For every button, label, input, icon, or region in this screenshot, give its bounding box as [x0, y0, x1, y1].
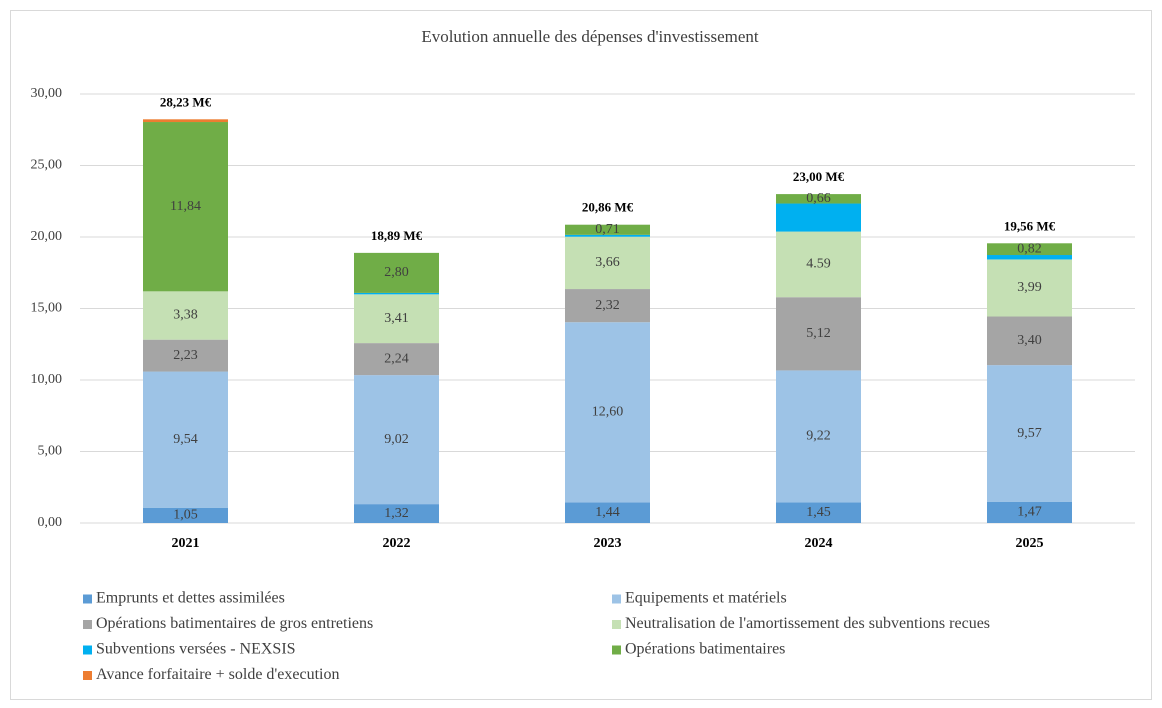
x-tick-label: 2023 [594, 536, 622, 551]
legend-swatch [612, 594, 621, 604]
bar-segment [565, 224, 650, 235]
legend-swatch [612, 645, 621, 655]
bar-segment [354, 252, 439, 293]
value-label: 4.59 [806, 257, 831, 272]
value-label: 0,82 [1017, 241, 1042, 256]
value-label: 3,38 [173, 308, 198, 323]
total-label: 28,23 M€ [160, 94, 212, 109]
value-label: 0,66 [806, 191, 831, 206]
bar-segment [987, 243, 1072, 256]
bar-segment [776, 502, 861, 523]
bar-segment [565, 289, 650, 323]
value-label: 9,57 [1017, 426, 1042, 441]
value-label: 1,44 [595, 505, 620, 520]
value-label: 9,54 [173, 432, 198, 447]
bar-segment [987, 255, 1072, 260]
x-tick-label: 2025 [1016, 536, 1044, 551]
bar-segment [143, 507, 228, 523]
x-tick-label: 2021 [172, 536, 200, 551]
value-label: 2,24 [384, 351, 409, 366]
bar-segment [987, 259, 1072, 317]
legend-label: Equipements et matériels [625, 590, 787, 607]
value-label: 1,32 [384, 506, 409, 521]
bar-segment [143, 339, 228, 372]
bar-segment [776, 231, 861, 298]
value-label: 9,22 [806, 429, 831, 444]
legend-label: Subventions versées - NEXSIS [96, 641, 296, 658]
y-tick-label: 0,00 [38, 515, 63, 530]
value-label: 9,02 [384, 432, 409, 447]
x-tick-label: 2024 [805, 536, 833, 551]
total-label: 19,56 M€ [1004, 218, 1056, 233]
legend-swatch [83, 671, 92, 680]
legend-swatch [83, 645, 92, 655]
legend-swatch [83, 620, 92, 629]
legend-label: Emprunts et dettes assimilées [96, 590, 285, 607]
legend-label: Opérations batimentaires de gros entreti… [96, 615, 373, 632]
bar-segment [354, 375, 439, 505]
bar-segment [987, 365, 1072, 502]
x-tick-label: 2022 [383, 536, 411, 551]
legend-swatch [83, 594, 92, 604]
value-label: 2,80 [384, 265, 409, 280]
bar-segment [776, 370, 861, 503]
bar-segment [987, 501, 1072, 523]
value-label: 3,41 [384, 311, 409, 326]
y-tick-label: 5,00 [38, 444, 63, 459]
legend-label: Neutralisation de l'amortissement des su… [625, 615, 990, 632]
legend-swatch [612, 620, 621, 629]
bar-segment [776, 297, 861, 371]
value-label: 1,45 [806, 505, 831, 520]
y-tick-label: 20,00 [31, 229, 63, 244]
bar-segment [354, 343, 439, 376]
total-label: 20,86 M€ [582, 200, 634, 215]
bar-segment [354, 504, 439, 523]
value-label: 3,99 [1017, 280, 1042, 295]
legend-label: Avance forfaitaire + solde d'execution [96, 666, 340, 683]
bar-segment [143, 371, 228, 508]
bar-segment [565, 236, 650, 290]
total-label: 18,89 M€ [371, 228, 423, 243]
bar-segment [354, 294, 439, 344]
total-label: 23,00 M€ [793, 169, 845, 184]
bar-segment [776, 194, 861, 204]
bar-segment [987, 316, 1072, 366]
value-label: 11,84 [170, 199, 201, 214]
value-label: 3,40 [1017, 333, 1042, 348]
bar-segment [776, 203, 861, 232]
value-label: 0,71 [595, 222, 620, 237]
y-tick-label: 15,00 [31, 301, 63, 316]
value-label: 1,47 [1017, 505, 1042, 520]
bar-segment [354, 292, 439, 295]
bar-segment [143, 122, 228, 292]
value-label: 2,32 [595, 298, 620, 313]
y-tick-label: 30,00 [31, 86, 63, 101]
y-tick-label: 10,00 [31, 372, 63, 387]
bar-segment [143, 291, 228, 340]
value-label: 2,23 [173, 348, 198, 363]
legend-label: Opérations batimentaires [625, 641, 785, 658]
bar-segment [565, 234, 650, 237]
y-tick-label: 25,00 [31, 158, 63, 173]
value-label: 1,05 [173, 508, 198, 523]
bar-segment [565, 502, 650, 523]
value-label: 12,60 [592, 405, 624, 420]
value-label: 3,66 [595, 255, 620, 270]
chart-title: Evolution annuelle des dépenses d'invest… [421, 27, 759, 46]
bar-segment [565, 322, 650, 503]
bar-segment [143, 119, 228, 123]
value-label: 5,12 [806, 326, 831, 341]
